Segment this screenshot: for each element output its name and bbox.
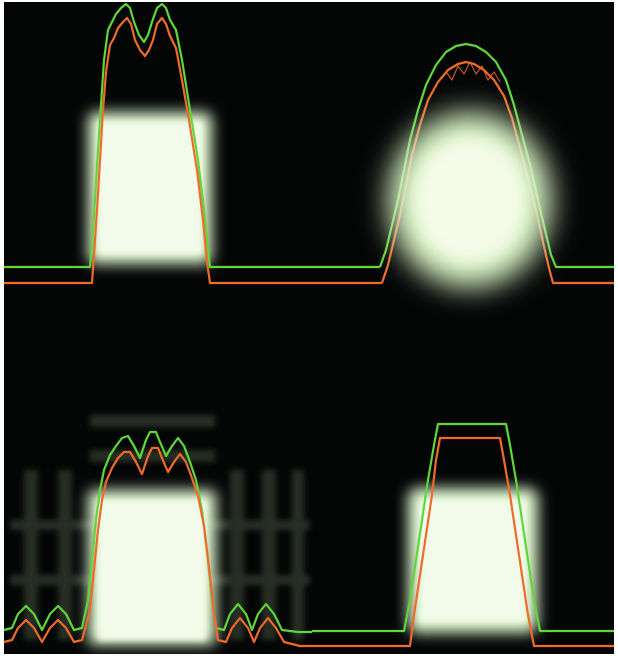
- glow-square-bottom-left: [88, 490, 216, 645]
- glow-square-bottom-right: [408, 488, 538, 633]
- glow-round-top-right: [388, 112, 552, 288]
- page: (() => { const data = JSON.parse(documen…: [0, 0, 618, 658]
- photo: [0, 0, 618, 658]
